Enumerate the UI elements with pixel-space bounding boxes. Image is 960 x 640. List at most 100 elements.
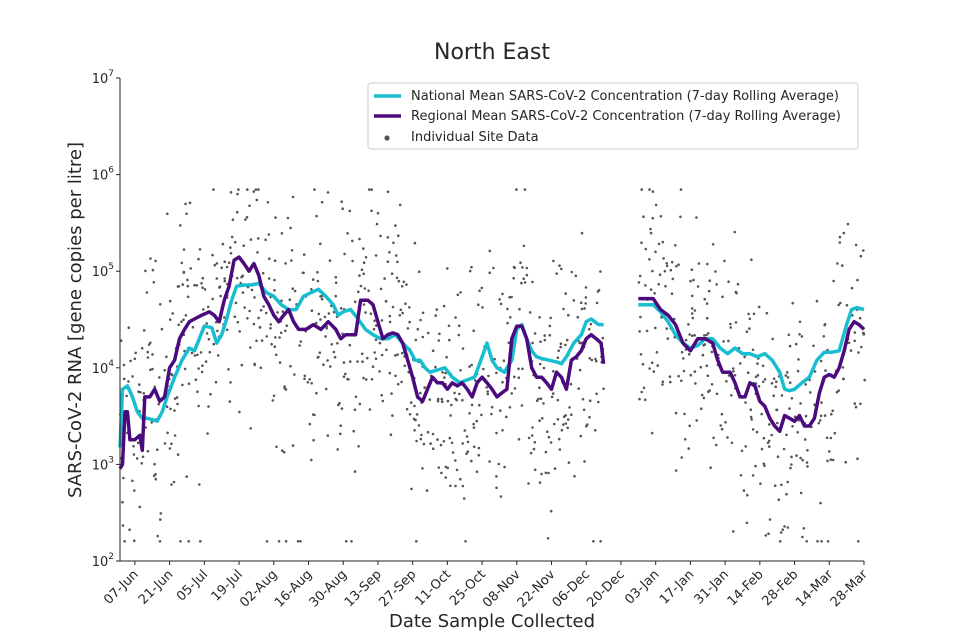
site-data-point (572, 299, 576, 302)
site-data-point (522, 244, 526, 248)
site-data-point (173, 397, 177, 400)
site-data-point (201, 276, 205, 280)
site-data-point (296, 540, 300, 543)
site-data-point (181, 383, 184, 387)
site-data-point (238, 330, 241, 333)
site-data-point (730, 394, 733, 397)
site-data-point (415, 439, 418, 443)
site-data-point (271, 399, 275, 402)
site-data-point (367, 289, 370, 293)
site-data-point (727, 280, 730, 284)
site-data-point (362, 272, 366, 276)
legend-box (367, 82, 859, 150)
site-data-point (715, 283, 718, 286)
site-data-point (558, 448, 562, 451)
site-data-point (674, 411, 678, 415)
site-data-point (388, 251, 391, 254)
site-data-point (538, 316, 541, 319)
site-data-point (703, 343, 707, 346)
site-data-point (744, 445, 747, 448)
y-tick-label: 105 (92, 262, 114, 280)
site-data-point (195, 284, 199, 287)
site-data-point (184, 202, 187, 206)
site-data-point (508, 296, 511, 299)
site-data-point (560, 428, 564, 432)
site-data-point (274, 353, 278, 357)
site-data-point (711, 243, 715, 246)
site-data-point (281, 310, 285, 313)
site-data-point (570, 413, 573, 417)
site-data-point (817, 421, 821, 425)
site-data-point (153, 385, 156, 389)
site-data-point (837, 389, 840, 392)
y-tick-label: 104 (92, 359, 115, 377)
site-data-point (475, 419, 479, 423)
site-data-point (351, 239, 354, 243)
site-data-point (315, 214, 318, 218)
site-data-point (385, 348, 388, 352)
site-data-point (833, 431, 837, 435)
site-data-point (413, 404, 416, 408)
site-data-point (470, 265, 473, 269)
site-data-point (334, 281, 338, 285)
site-data-point (542, 366, 546, 370)
site-data-point (799, 456, 802, 460)
site-data-point (695, 216, 698, 219)
site-data-point (227, 368, 230, 371)
site-data-point (594, 357, 597, 361)
site-data-point (320, 297, 324, 301)
site-data-point (379, 234, 382, 238)
site-data-point (376, 211, 380, 215)
site-data-point (185, 212, 188, 216)
site-data-point (289, 226, 292, 230)
site-data-point (846, 222, 850, 226)
site-data-point (280, 299, 283, 303)
site-data-point (208, 350, 212, 354)
site-data-point (197, 367, 200, 370)
x-tick-label: 14-Feb (725, 567, 767, 609)
site-data-point (809, 391, 812, 394)
site-data-point (739, 362, 742, 365)
site-data-point (237, 188, 240, 191)
site-data-point (404, 302, 407, 306)
site-data-point (714, 443, 718, 447)
site-data-point (159, 303, 162, 306)
site-data-point (555, 272, 558, 275)
site-data-point (841, 377, 845, 381)
site-data-point (283, 385, 286, 388)
site-data-point (796, 431, 799, 434)
site-data-point (267, 277, 271, 280)
site-data-point (462, 497, 466, 500)
site-data-point (775, 380, 778, 384)
site-data-point (373, 351, 377, 354)
site-data-point (755, 430, 759, 434)
site-data-point (767, 532, 770, 535)
site-data-point (683, 438, 687, 441)
site-data-point (733, 230, 737, 234)
site-data-point (651, 269, 654, 273)
site-data-point (742, 489, 746, 492)
site-data-point (360, 268, 364, 272)
site-data-point (323, 315, 327, 319)
x-tick-label: 03-Jan (622, 567, 662, 607)
site-data-point (806, 465, 809, 468)
site-data-point (352, 429, 356, 433)
site-data-point (256, 251, 259, 254)
site-data-point (317, 312, 321, 316)
site-data-point (358, 274, 361, 277)
site-data-point (799, 491, 803, 495)
site-data-point (584, 296, 588, 299)
site-data-point (229, 246, 232, 249)
site-data-point (216, 354, 220, 357)
site-data-point (421, 311, 425, 315)
site-data-point (644, 284, 647, 287)
site-data-point (402, 280, 406, 284)
site-data-point (683, 412, 686, 416)
site-data-point (805, 461, 809, 464)
site-data-point (205, 332, 209, 335)
site-data-point (401, 311, 404, 315)
site-data-point (669, 268, 673, 272)
site-data-point (446, 399, 450, 403)
site-data-point (361, 360, 364, 364)
site-data-point (420, 433, 423, 437)
